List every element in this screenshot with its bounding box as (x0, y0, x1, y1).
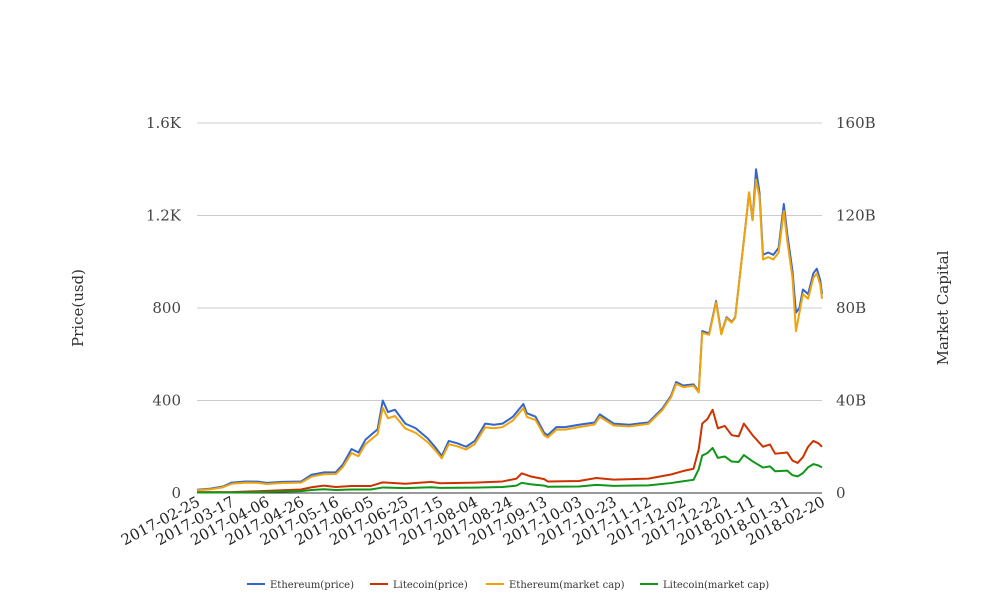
right-tick-label: 0 (836, 484, 846, 502)
legend-item: Litecoin(price) (370, 580, 468, 591)
legend-item: Ethereum(price) (247, 580, 354, 591)
legend-label: Litecoin(price) (393, 580, 468, 591)
right-tick-label: 40B (836, 392, 866, 410)
y-axis-title-right: Market Capital (934, 250, 952, 365)
x-axis: 2017-02-252017-03-172017-04-062017-04-26… (118, 493, 828, 549)
left-tick-label: 800 (152, 299, 181, 317)
legend-item: Litecoin(market cap) (640, 580, 769, 591)
right-axis: 0 40B 80B 120B 160B (836, 114, 876, 502)
gridlines (197, 122, 822, 494)
series-line-litecoin-price (197, 408, 823, 494)
y-axis-title-left: Price(usd) (69, 269, 87, 347)
legend-item: Ethereum(market cap) (486, 580, 625, 591)
left-tick-label: 1.6K (146, 114, 182, 132)
left-tick-label: 1.2K (146, 207, 182, 225)
legend-label: Ethereum(price) (270, 580, 354, 591)
series-line-ethereum-price (196, 168, 823, 491)
right-tick-label: 80B (836, 299, 866, 317)
legend: Ethereum(price) Litecoin(price) Ethereum(m… (247, 580, 769, 591)
left-tick-label: 400 (152, 392, 181, 410)
left-axis: 0 400 800 1.2K 1.6K (146, 114, 182, 502)
legend-label: Ethereum(market cap) (509, 580, 625, 591)
series-line-litecoin-market-cap (197, 446, 823, 494)
series-line-ethereum-market-cap (196, 178, 823, 492)
right-tick-label: 120B (836, 207, 876, 225)
right-tick-label: 160B (836, 114, 876, 132)
left-tick-label: 0 (171, 484, 181, 502)
legend-label: Litecoin(market cap) (663, 580, 769, 591)
series-lines (196, 168, 823, 494)
